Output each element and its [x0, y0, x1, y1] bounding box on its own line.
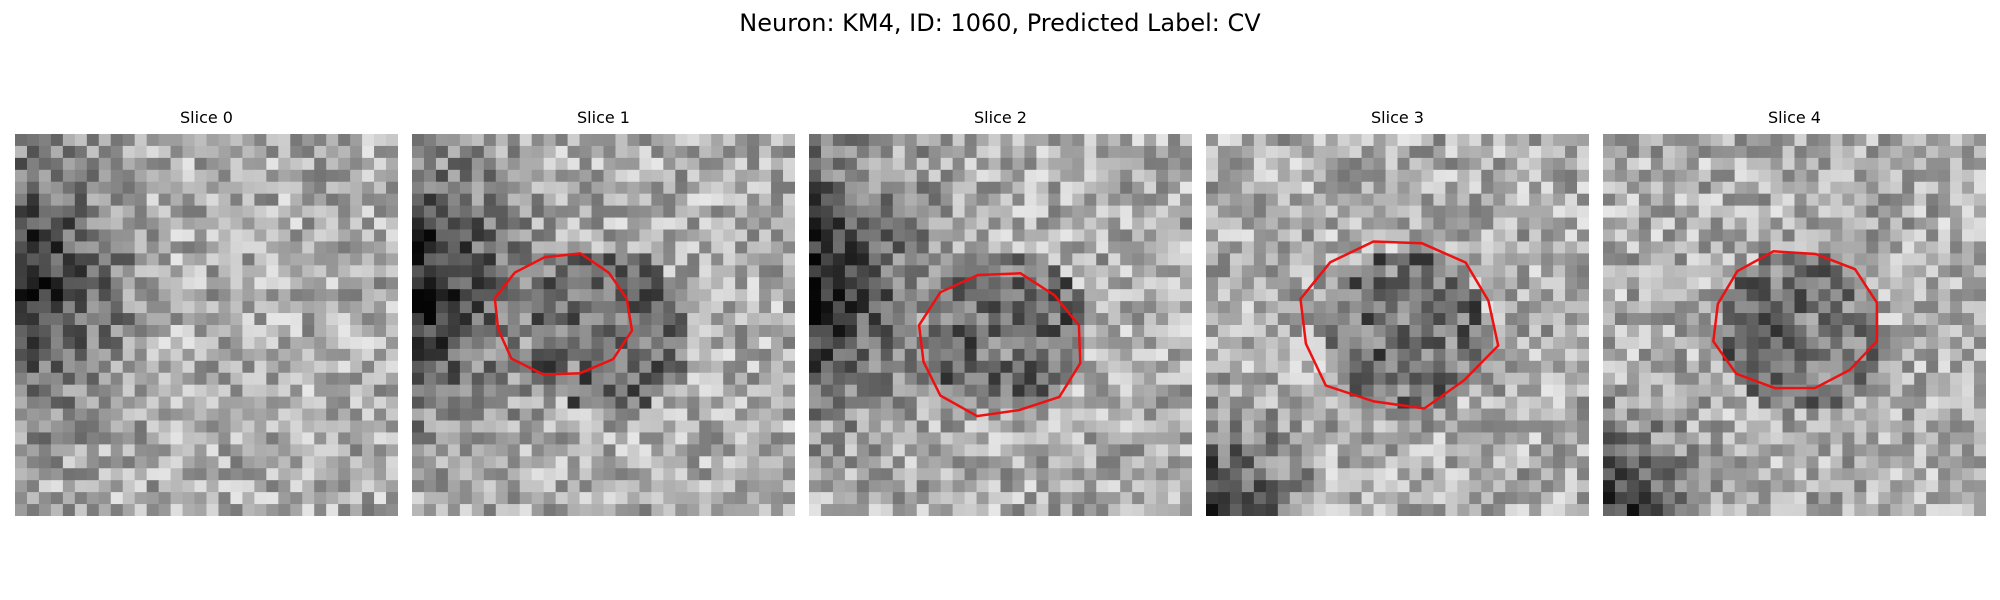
slice-image-1	[412, 134, 795, 516]
slice-panel-0: Slice 0	[15, 108, 398, 516]
slice-panel-1: Slice 1	[412, 108, 795, 516]
slice-title-2: Slice 2	[974, 108, 1027, 127]
slice-image-2	[809, 134, 1192, 516]
slice-image-4	[1603, 134, 1986, 516]
pixel-grid	[15, 134, 398, 516]
slice-panel-4: Slice 4	[1603, 108, 1986, 516]
slice-image-0	[15, 134, 398, 516]
slice-title-1: Slice 1	[577, 108, 630, 127]
figure-title: Neuron: KM4, ID: 1060, Predicted Label: …	[739, 9, 1261, 37]
roi-contour	[1712, 250, 1879, 390]
slice-title-3: Slice 3	[1371, 108, 1424, 127]
slice-image-3	[1206, 134, 1589, 516]
pixel-grid	[809, 134, 1192, 516]
roi-contour	[493, 252, 634, 376]
slice-title-0: Slice 0	[180, 108, 233, 127]
pixel-grid	[412, 134, 795, 516]
pixel-grid	[1206, 134, 1589, 516]
slice-panel-3: Slice 3	[1206, 108, 1589, 516]
slice-title-4: Slice 4	[1768, 108, 1821, 127]
roi-contour	[1299, 240, 1500, 410]
roi-contour	[917, 272, 1082, 418]
pixel-grid	[1603, 134, 1986, 516]
slice-panel-2: Slice 2	[809, 108, 1192, 516]
